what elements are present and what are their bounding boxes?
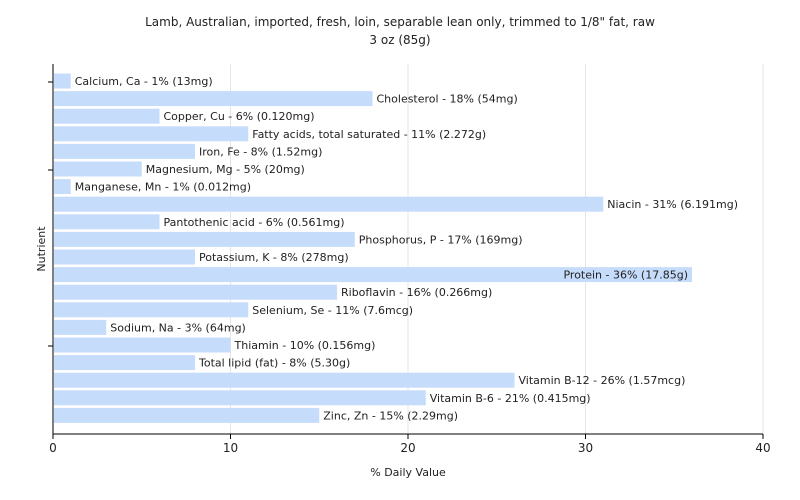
bar [54,73,71,89]
bar-label: Potassium, K - 8% (278mg) [199,251,349,264]
bar [54,337,231,353]
bar [54,267,692,283]
bar [54,126,249,142]
bar-label: Zinc, Zn - 15% (2.29mg) [323,409,458,422]
bar-label: Total lipid (fat) - 8% (5.30g) [198,357,350,370]
bar-label: Phosphorus, P - 17% (169mg) [359,233,523,246]
y-axis-label: Nutrient [35,226,48,272]
bar [54,407,320,423]
bar [54,179,71,195]
bar-label: Copper, Cu - 6% (0.120mg) [164,110,315,123]
bar-label: Magnesium, Mg - 5% (20mg) [146,163,305,176]
bar-label: Sodium, Na - 3% (64mg) [110,321,246,334]
bar [54,249,195,265]
bar-label: Selenium, Se - 11% (7.6mcg) [252,304,413,317]
x-tick-label: 0 [49,441,57,455]
bar [54,91,373,107]
bar-label: Calcium, Ca - 1% (13mg) [75,75,213,88]
bar [54,390,426,406]
bar-label: Fatty acids, total saturated - 11% (2.27… [252,128,486,141]
x-tick-label: 20 [400,441,415,455]
gridlines [230,64,764,434]
bars-group [54,73,692,423]
bar [54,319,107,335]
bar-label: Vitamin B-12 - 26% (1.57mcg) [519,374,686,387]
bar [54,214,160,230]
bar [54,355,195,371]
bar-label: Cholesterol - 18% (54mg) [377,93,518,106]
bar [54,196,604,212]
x-tick-label: 40 [755,441,770,455]
chart-title: Lamb, Australian, imported, fresh, loin,… [145,15,655,29]
x-tick-label: 10 [223,441,238,455]
y-axis-ticks [48,81,53,347]
x-axis-label: % Daily Value [370,466,446,479]
bar [54,372,515,388]
x-tick-label: 30 [578,441,593,455]
bar [54,302,249,318]
bar-label: Manganese, Mn - 1% (0.012mg) [75,181,251,194]
bar-labels-group: Calcium, Ca - 1% (13mg) Cholesterol - 18%… [75,75,738,422]
bar-label: Iron, Fe - 8% (1.52mg) [199,145,322,158]
bar-label: Thiamin - 10% (0.156mg) [234,339,376,352]
chart-subtitle: 3 oz (85g) [369,33,430,47]
x-axis-ticks: 0 10 20 30 40 [49,434,771,455]
bar [54,231,355,247]
bar-label: Protein - 36% (17.85g) [563,269,688,282]
bar [54,284,337,300]
bar-label: Pantothenic acid - 6% (0.561mg) [164,216,345,229]
bar [54,161,142,177]
bar [54,108,160,124]
bar-label: Riboflavin - 16% (0.266mg) [341,286,492,299]
bar-label: Niacin - 31% (6.191mg) [607,198,738,211]
bar-label: Vitamin B-6 - 21% (0.415mg) [430,392,591,405]
bar [54,143,195,159]
